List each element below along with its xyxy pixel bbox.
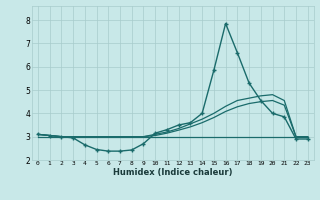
X-axis label: Humidex (Indice chaleur): Humidex (Indice chaleur) xyxy=(113,168,233,177)
